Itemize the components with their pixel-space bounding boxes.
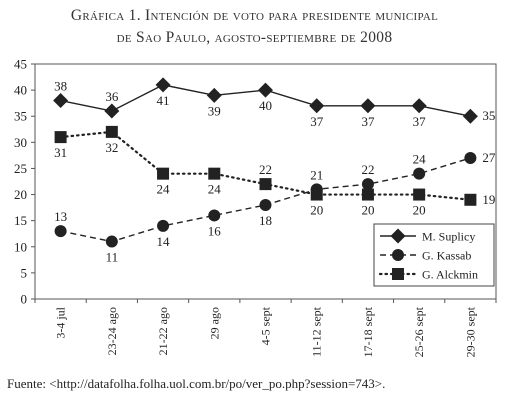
- data-point-g-alckmin: [208, 167, 221, 180]
- data-point-g-alckmin: [310, 188, 323, 201]
- y-tick-label: 30: [14, 135, 27, 150]
- legend-label-m-suplicy: M. Suplicy: [422, 230, 475, 244]
- y-tick-label: 45: [14, 57, 27, 72]
- y-tick-label: 5: [21, 265, 28, 280]
- legend-marker-g-alckmin: [392, 268, 404, 280]
- x-tick-label: 23-24 ago: [105, 307, 119, 355]
- data-label-g-alckmin: 32: [105, 140, 118, 155]
- data-label-m-suplicy: 37: [361, 114, 375, 129]
- data-label-m-suplicy: 35: [482, 108, 495, 123]
- data-point-g-kassab: [259, 199, 272, 211]
- x-tick-label: 3-4 jul: [54, 306, 68, 338]
- data-point-g-alckmin: [54, 131, 67, 144]
- data-point-m-suplicy: [360, 98, 376, 114]
- data-label-g-kassab: 22: [361, 162, 374, 177]
- data-point-g-alckmin: [157, 167, 170, 180]
- data-label-g-alckmin: 20: [310, 203, 323, 218]
- y-tick-label: 10: [14, 239, 27, 254]
- data-label-g-kassab: 21: [310, 167, 323, 182]
- data-label-g-kassab: 13: [54, 209, 67, 224]
- data-point-g-alckmin: [259, 178, 272, 191]
- legend-marker-g-kassab: [392, 249, 404, 261]
- x-tick-label: 17-18 sept: [361, 306, 375, 357]
- y-tick-label: 35: [14, 109, 27, 124]
- data-label-g-alckmin: 24: [157, 182, 171, 197]
- data-label-m-suplicy: 39: [208, 103, 221, 118]
- source-label: Fuente:: [7, 376, 46, 391]
- data-label-g-alckmin: 20: [413, 203, 426, 218]
- legend-label-g-kassab: G. Kassab: [422, 249, 471, 263]
- plot-frame: [34, 63, 497, 300]
- data-point-m-suplicy: [104, 103, 120, 119]
- x-tick-label: 25-26 sept: [412, 306, 426, 357]
- data-label-g-alckmin: 19: [482, 192, 495, 207]
- chart-title-line-1: Gráfica 1. Intención de voto para presid…: [70, 7, 439, 24]
- data-point-g-kassab: [54, 225, 67, 238]
- data-point-m-suplicy: [411, 98, 427, 114]
- data-label-g-kassab: 27: [482, 150, 496, 165]
- data-label-m-suplicy: 36: [105, 89, 119, 104]
- data-label-g-kassab: 18: [259, 213, 272, 228]
- legend-marker-m-suplicy: [390, 228, 406, 244]
- data-label-m-suplicy: 41: [157, 93, 170, 108]
- data-label-g-kassab: 14: [157, 234, 171, 249]
- data-point-g-alckmin: [464, 193, 477, 206]
- data-label-g-kassab: 16: [208, 223, 222, 238]
- data-point-g-alckmin: [105, 125, 118, 138]
- data-point-g-kassab: [413, 167, 426, 180]
- data-label-m-suplicy: 37: [310, 114, 324, 129]
- data-point-m-suplicy: [258, 82, 273, 98]
- y-tick-label: 0: [21, 292, 28, 307]
- data-label-g-kassab: 24: [413, 152, 427, 167]
- data-point-g-kassab: [157, 219, 170, 232]
- data-label-m-suplicy: 40: [259, 98, 272, 113]
- data-label-g-alckmin: 20: [361, 203, 374, 218]
- y-tick-label: 25: [14, 161, 27, 176]
- data-point-m-suplicy: [53, 93, 69, 109]
- data-label-g-alckmin: 31: [54, 145, 67, 160]
- data-point-g-kassab: [105, 235, 118, 248]
- data-label-g-alckmin: 24: [208, 182, 222, 197]
- source-note: Fuente: <http://datafolha.folha.uol.com.…: [7, 376, 385, 392]
- data-point-g-kassab: [361, 178, 374, 191]
- x-tick-label: 11-12 sept: [310, 306, 324, 357]
- data-point-m-suplicy: [309, 98, 325, 114]
- data-label-m-suplicy: 37: [413, 114, 427, 129]
- x-tick-label: 29 ago: [207, 307, 221, 339]
- x-tick-label: 4-5 sept: [259, 306, 273, 345]
- data-point-g-kassab: [464, 152, 477, 164]
- x-tick-label: 29-30 sept: [463, 306, 477, 357]
- data-label-g-kassab: 11: [106, 250, 119, 265]
- data-point-g-alckmin: [413, 188, 426, 201]
- y-tick-label: 15: [14, 213, 27, 228]
- data-point-g-alckmin: [361, 188, 374, 201]
- source-link[interactable]: <http://datafolha.folha.uol.com.br/po/ve…: [49, 376, 386, 391]
- legend-label-g-alckmin: G. Alckmin: [422, 268, 478, 282]
- y-tick-label: 20: [14, 187, 27, 202]
- data-point-g-kassab: [208, 209, 221, 222]
- data-point-m-suplicy: [462, 108, 478, 124]
- data-label-g-alckmin: 22: [259, 162, 272, 177]
- chart-title-line-2: de Sao Paulo, agosto-septiembre de 2008: [116, 29, 393, 46]
- data-label-m-suplicy: 38: [54, 79, 67, 94]
- data-point-m-suplicy: [155, 77, 171, 93]
- x-tick-label: 21-22 ago: [156, 307, 170, 355]
- data-point-m-suplicy: [206, 87, 222, 103]
- y-tick-label: 40: [14, 83, 27, 98]
